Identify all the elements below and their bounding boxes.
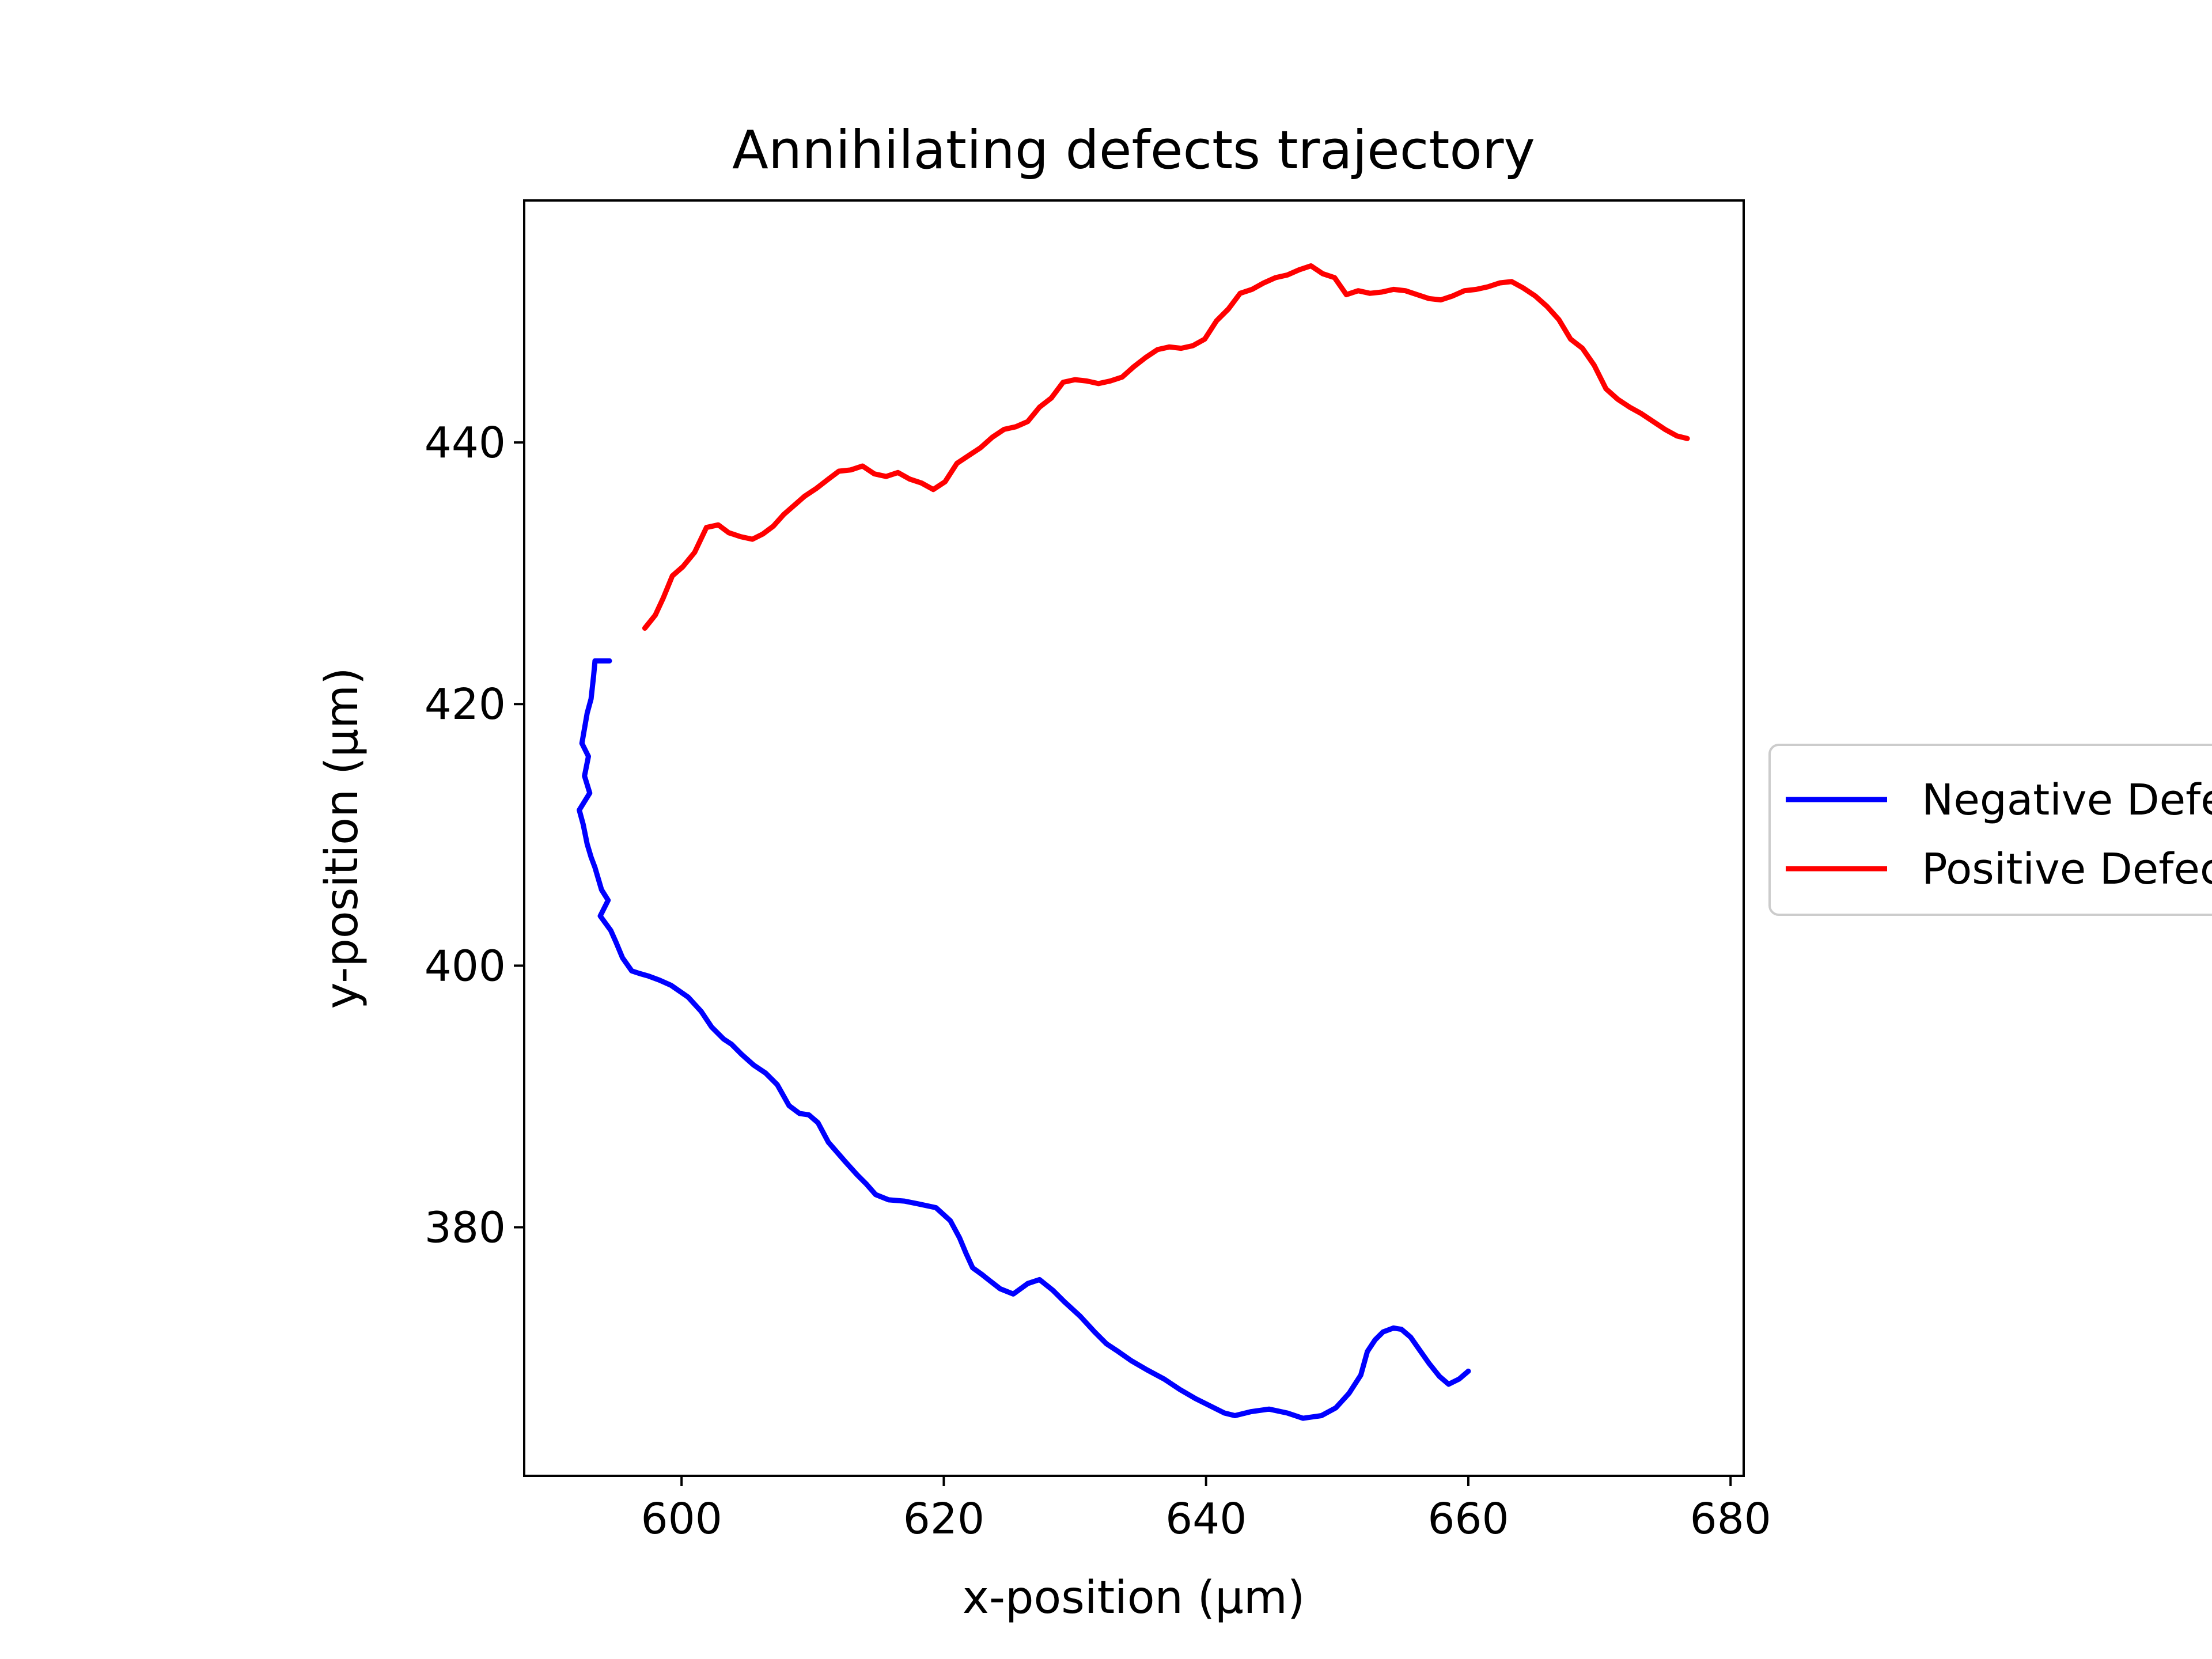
legend-label-negative-defect: Negative Defect — [1922, 775, 2212, 825]
y-axis-ticks: 380 400 420 440 — [425, 418, 524, 1253]
y-axis-label: y-position (µm) — [316, 667, 368, 1009]
chart-title: Annihilating defects trajectory — [732, 119, 1535, 181]
series-line-negative-defect — [577, 658, 1471, 1421]
x-axis-ticks: 600 620 640 660 680 — [641, 1476, 1771, 1544]
series-layer — [577, 263, 1690, 1421]
y-tick-label: 440 — [425, 418, 506, 468]
x-tick-label: 660 — [1427, 1494, 1509, 1544]
plot-area — [524, 200, 1744, 1476]
y-tick-label: 380 — [425, 1203, 506, 1253]
legend-box — [1768, 744, 2212, 916]
x-axis-label: x-position (µm) — [963, 1572, 1305, 1624]
series-line-positive-defect — [642, 263, 1690, 631]
y-tick-label: 420 — [425, 680, 506, 729]
x-tick-label: 600 — [641, 1494, 722, 1544]
y-tick-label: 400 — [425, 941, 506, 991]
plot-frame — [523, 199, 1745, 1477]
legend: Negative Defect Positive Defect — [1768, 744, 2212, 916]
x-tick-label: 640 — [1165, 1494, 1247, 1544]
x-tick-label: 680 — [1690, 1494, 1771, 1544]
legend-label-positive-defect: Positive Defect — [1922, 844, 2212, 894]
x-tick-label: 620 — [903, 1494, 984, 1544]
